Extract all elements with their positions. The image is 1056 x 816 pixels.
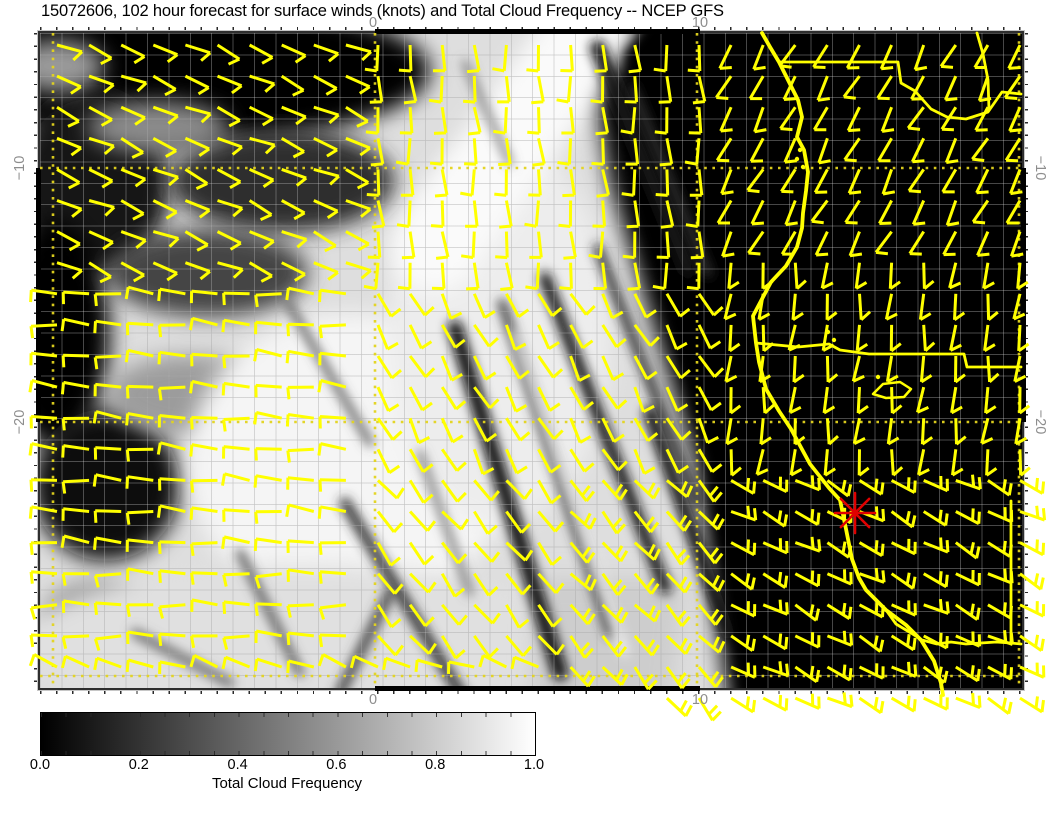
coastline-and-borders [751, 31, 1023, 697]
colorbar-tick-label: 0.4 [227, 757, 248, 773]
y-axis-tick-label: −10 [1032, 155, 1048, 181]
colorbar-minor-ticks-top [41, 713, 535, 717]
colorbar-tick-label: 0.2 [128, 757, 149, 773]
y-axis-tick-label: −20 [1032, 409, 1048, 435]
cloud-frequency-colorbar [40, 712, 536, 756]
colorbar-tick-label: 1.0 [523, 757, 545, 773]
colorbar-minor-ticks-bottom [41, 751, 535, 755]
country-border [777, 60, 1023, 121]
x-axis-tick-label: 0 [368, 15, 378, 31]
coastline [751, 31, 945, 697]
plot-title: 15072606, 102 hour forecast for surface … [41, 2, 724, 20]
colorbar-caption: Total Cloud Frequency [211, 775, 363, 792]
x-axis-tick-label: 0 [368, 692, 378, 708]
right-axis-ticks [1024, 33, 1028, 688]
colorbar-tick-label: 0.8 [425, 757, 446, 773]
y-axis-tick-label: −20 [12, 409, 28, 435]
x-axis-tick-label: 10 [691, 692, 709, 708]
wind-barb-overlay [28, 31, 1047, 722]
colorbar-tick-label: 0.0 [29, 757, 51, 773]
bottom-axis-ticks [40, 690, 1022, 694]
country-border [754, 341, 1023, 369]
wind-barbs [28, 43, 1047, 722]
location-marker-asterisk [833, 491, 877, 535]
cloud-streaks [130, 33, 1022, 688]
y-axis-tick-label: −10 [12, 155, 28, 181]
x-axis-tick-label: 10 [691, 15, 709, 31]
lake-outline [871, 380, 913, 400]
colorbar-tick-label: 0.6 [326, 757, 347, 773]
